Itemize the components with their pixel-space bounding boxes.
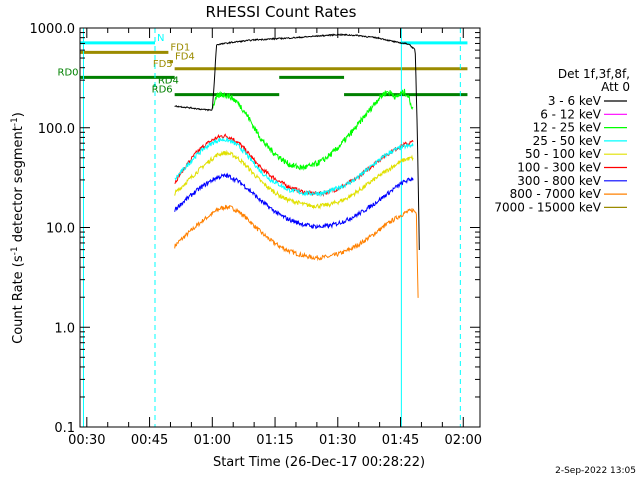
vertical-markers	[82, 28, 461, 427]
y-tick-label: 10.0	[46, 222, 75, 237]
legend-label-300-800-kev: 300 - 800 keV	[517, 174, 601, 188]
axis-ticks: 00:30 00:45 01:00 01:15 01:30 01:45 02:00 0.1 1.…	[30, 22, 483, 448]
x-tick-label: 01:15	[256, 433, 293, 448]
flag-label-fd5: FD5	[153, 59, 173, 70]
legend-header-line-2: Att 0	[601, 80, 630, 94]
legend-label-800-7000-kev: 800 - 7000 keV	[510, 187, 602, 201]
flag-label-fd4: FD4	[175, 52, 195, 63]
y-tick-label: 1000.0	[30, 22, 76, 37]
series-50-100-kev	[174, 149, 414, 210]
y-tick-label: 1.0	[54, 321, 75, 336]
x-tick-label: 02:00	[445, 433, 482, 448]
flag-label-rd0: RD0	[58, 67, 79, 78]
series-800-7000-kev	[174, 204, 419, 298]
y-tick-label: 100.0	[38, 122, 75, 137]
x-tick-label: 00:45	[131, 433, 168, 448]
x-tick-label: 01:45	[382, 433, 419, 448]
timestamp: 2-Sep-2022 13:05	[555, 466, 636, 476]
series-300-800-kev	[174, 172, 414, 230]
legend-label-25-50-kev: 25 - 50 keV	[533, 134, 602, 148]
legend-label-12-25-kev: 12 - 25 keV	[533, 121, 602, 135]
y-axis-label-mid: detector segment	[11, 126, 26, 246]
y-axis-label-sup2: -1	[10, 117, 20, 126]
x-tick-label: 01:30	[319, 433, 356, 448]
x-tick-label: 01:00	[194, 433, 231, 448]
y-axis-label: Count Rate (s-1 detector segment-1)	[10, 112, 26, 344]
flag-label-rd6: RD6	[152, 85, 173, 96]
legend-label-3-6-kev: 3 - 6 keV	[548, 94, 602, 108]
y-axis-label-sup1: -1	[10, 246, 20, 255]
y-axis-label-end: )	[11, 112, 26, 117]
series-25-50-kev	[174, 136, 414, 198]
flag-label-rd4: RD4	[158, 76, 179, 87]
legend-label-7000-15000-kev: 7000 - 15000 keV	[494, 200, 601, 214]
legend-label-100-300-kev: 100 - 300 keV	[517, 161, 601, 175]
legend-label-50-100-kev: 50 - 100 keV	[525, 147, 602, 161]
flag-label-fd1: FD1	[170, 42, 190, 53]
series-layer	[174, 33, 420, 298]
chart-title: RHESSI Count Rates	[206, 3, 357, 21]
x-axis-label: Start Time (26-Dec-17 00:28:22)	[213, 455, 425, 470]
y-axis-label-main: Count Rate (s	[11, 255, 26, 344]
x-tick-label: 00:30	[68, 433, 105, 448]
legend-header-line-1: Det 1f,3f,8f,	[558, 67, 630, 81]
plot-frame	[79, 27, 481, 428]
series-3-6-kev	[174, 33, 420, 251]
flag-label-n: N	[157, 33, 164, 44]
legend-label-6-12-kev: 6 - 12 keV	[540, 107, 602, 121]
y-tick-label: 0.1	[54, 421, 75, 436]
series-12-25-kev	[212, 88, 414, 171]
